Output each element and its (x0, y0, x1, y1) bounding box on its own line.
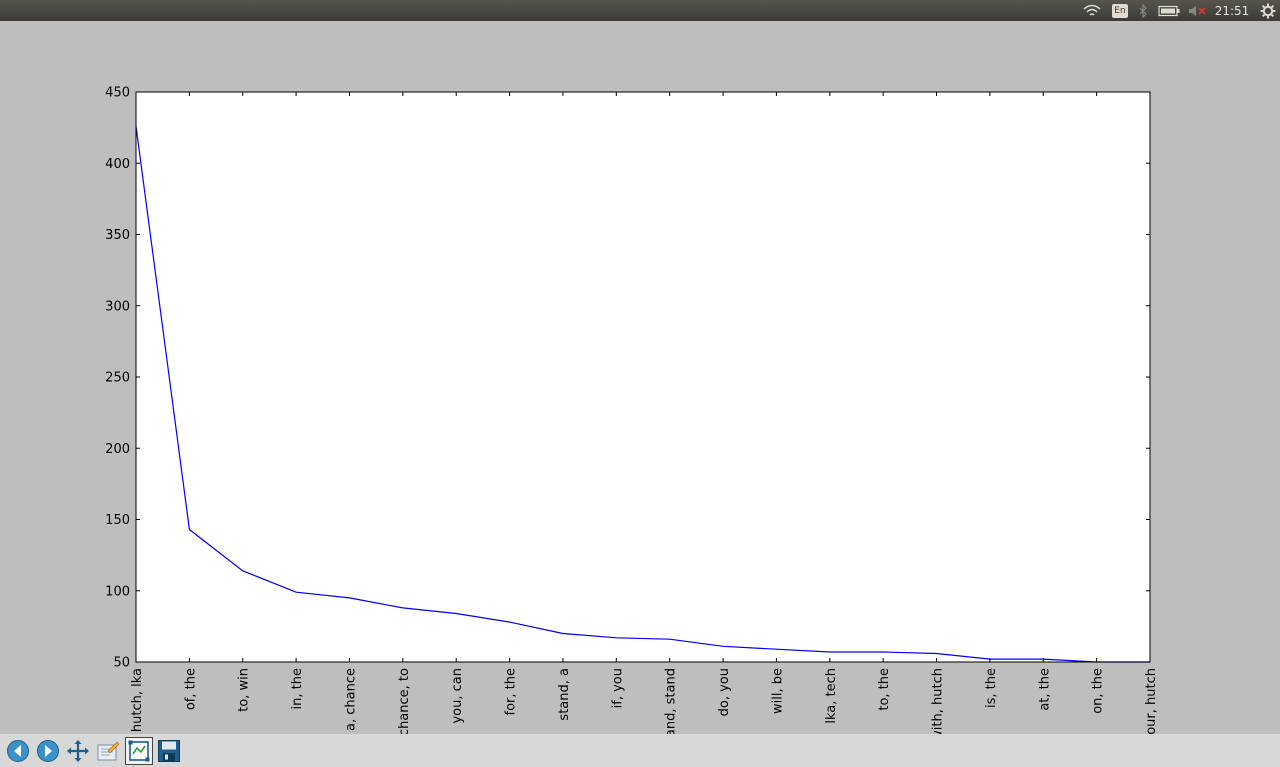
x-tick-label: to, the (877, 668, 892, 711)
x-tick-label: with, hutch (931, 668, 946, 734)
pan-icon (67, 740, 89, 762)
x-tick-label: your, hutch (1144, 668, 1159, 734)
zoom-to-rect-icon (128, 740, 150, 762)
y-tick-label: 350 (105, 228, 130, 243)
wifi-icon[interactable] (1081, 0, 1103, 21)
forward-button[interactable] (35, 738, 61, 764)
keyboard-layout-label: En (1112, 3, 1128, 18)
back-icon (7, 740, 29, 762)
y-tick-label: 250 (105, 371, 130, 386)
x-tick-label: lka, tech (824, 668, 839, 724)
figure-canvas: 50 100 150 200 250 300 350 400 450 hutch, lka of, … (0, 21, 1280, 735)
keyboard-layout-icon[interactable]: En (1109, 0, 1131, 21)
plot-area (136, 92, 1150, 662)
zoom-to-rect-button[interactable] (125, 737, 153, 765)
battery-icon[interactable] (1156, 0, 1182, 21)
x-tick-label: and, stand (664, 668, 679, 734)
x-tick-label: in, the (290, 668, 305, 709)
x-tick-label: to, win (237, 668, 252, 712)
x-tick-label: stand, a (557, 668, 572, 721)
x-tick-label: chance, to (397, 668, 412, 734)
y-tick-label: 400 (105, 157, 130, 172)
x-tick-label: if, you (610, 668, 625, 708)
system-top-bar: En 21:51 (0, 0, 1280, 21)
y-tick-label: 450 (105, 86, 130, 101)
clock-label: 21:51 (1214, 3, 1250, 18)
clock[interactable]: 21:51 (1212, 0, 1252, 21)
back-button[interactable] (5, 738, 31, 764)
y-tick-label: 150 (105, 513, 130, 528)
configure-subplots-button[interactable] (95, 738, 121, 764)
forward-icon (37, 740, 59, 762)
axes-frame (135, 91, 1151, 663)
volume-muted-icon[interactable] (1186, 0, 1208, 21)
save-button[interactable] (156, 738, 182, 764)
pan-button[interactable] (65, 738, 91, 764)
y-tick-label: 200 (105, 442, 130, 457)
x-tick-label: hutch, lka (130, 668, 145, 732)
navigation-toolbar (0, 734, 1280, 767)
line-chart: 50 100 150 200 250 300 350 400 450 hutch, lka of, … (105, 86, 1159, 735)
y-tick-label: 100 (105, 584, 130, 599)
y-tick-label: 300 (105, 299, 130, 314)
gear-icon[interactable] (1258, 0, 1278, 21)
x-tick-label: of, the (183, 668, 198, 710)
bluetooth-icon[interactable] (1136, 0, 1150, 21)
x-tick-label: do, you (717, 668, 732, 716)
x-tick-label: on, the (1091, 668, 1106, 714)
series-line (135, 126, 1150, 663)
x-tick-label: you, can (450, 668, 465, 724)
x-tick-label: a, chance (343, 668, 358, 731)
x-tick-label: is, the (984, 668, 999, 708)
save-icon (158, 740, 180, 762)
x-tick-label: for, the (504, 668, 519, 715)
x-tick-label: at, the (1037, 668, 1052, 711)
configure-subplots-icon (97, 741, 120, 761)
x-tick-label: will, be (770, 668, 785, 714)
y-tick-label: 50 (113, 656, 130, 671)
